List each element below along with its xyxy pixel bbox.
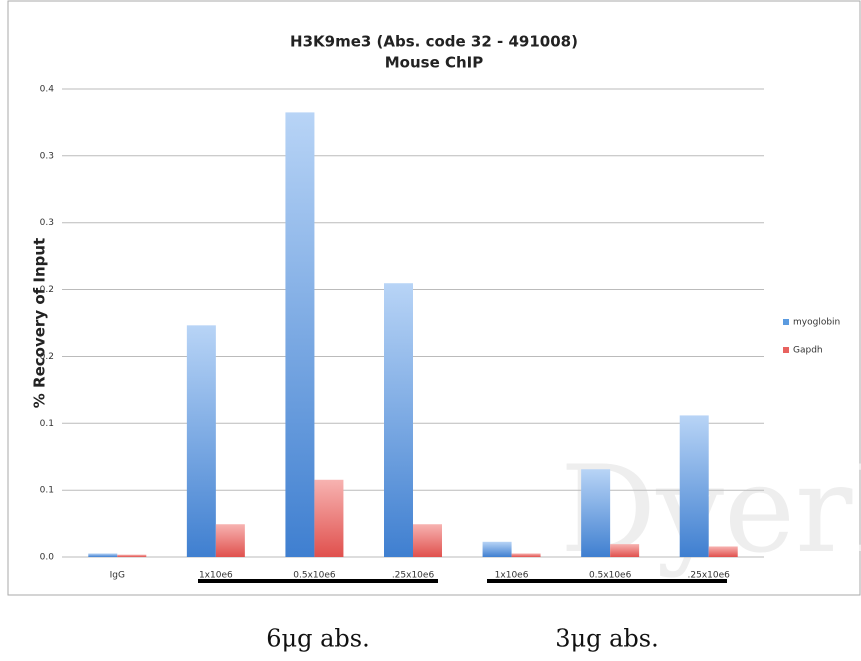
bar [285,112,315,558]
bar [679,415,709,557]
x-tick-label: .25x10e6 [392,571,435,581]
legend-label: myoglobin [793,318,840,328]
y-tick-label: 0.1 [40,486,54,496]
y-tick-label: 0.3 [40,151,54,161]
y-tick-label: 0.2 [40,285,54,295]
x-tick-label: 0.5x10e6 [293,571,336,581]
bar [581,469,611,557]
x-tick-label: IgG [110,571,125,581]
bar [708,546,738,557]
chart-subtitle: Mouse ChIP [385,54,484,72]
x-tick-label: .25x10e6 [688,571,731,581]
bar [88,553,118,557]
legend-label: Gapdh [793,346,823,356]
x-tick-label: 0.5x10e6 [589,571,632,581]
legend-swatch [783,347,789,353]
bar [186,325,216,557]
group-label: 6μg abs. [266,625,369,653]
bar [117,554,147,557]
bar [511,553,541,557]
bar [314,479,344,557]
y-tick-label: 0.4 [40,85,55,95]
x-tick-label: 1x10e6 [495,571,529,581]
bar [384,283,413,557]
y-tick-label: 0.0 [40,553,55,563]
chart-frame [7,0,861,596]
y-tick-label: 0.3 [40,218,54,228]
bar [413,524,442,557]
y-tick-label: 0.1 [40,419,54,429]
bar [610,544,640,557]
bar [482,541,512,557]
y-axis-label: % Recovery of Input [31,238,49,408]
y-tick-label: 0.2 [40,352,54,362]
x-tick-label: 1x10e6 [199,571,233,581]
group-label: 3μg abs. [555,625,658,653]
bar [215,524,245,557]
legend-swatch [783,319,789,325]
chart-title: H3K9me3 (Abs. code 32 - 491008) [290,33,578,51]
